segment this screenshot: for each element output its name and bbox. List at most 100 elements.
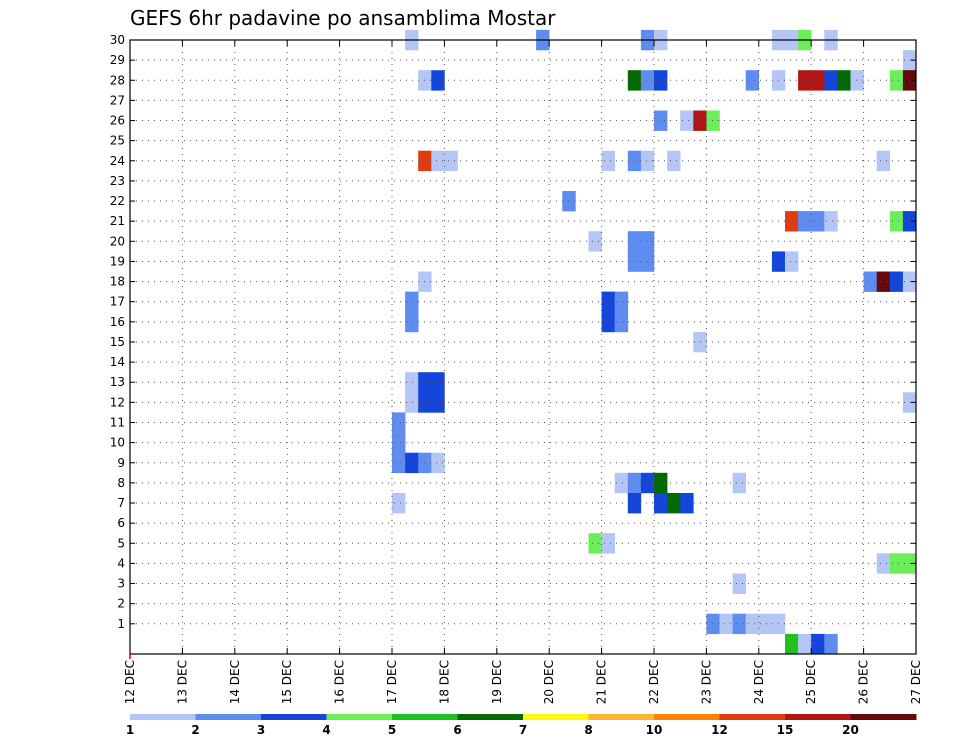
heatmap-cell xyxy=(850,70,864,91)
heatmap-cell xyxy=(405,291,419,312)
x-tick-label: 13 DEC xyxy=(175,660,189,704)
colorbar-label: 5 xyxy=(388,723,396,737)
colorbar: 1 2 3 4 5 6 7 8 10 12 15 20 xyxy=(126,714,917,737)
colorbar-label: 7 xyxy=(519,723,527,737)
heatmap-cell xyxy=(811,211,825,232)
y-tick-label: 14 xyxy=(110,355,125,369)
heatmap-cell xyxy=(732,613,746,635)
chart-title: GEFS 6hr padavine po ansamblima Mostar xyxy=(130,6,556,30)
heatmap-cell xyxy=(431,372,445,393)
heatmap-cell xyxy=(654,472,668,494)
x-tick-label: 25 DEC xyxy=(804,660,818,704)
heatmap-cell xyxy=(785,633,799,655)
colorbar-label: 1 xyxy=(126,723,134,737)
cells-layer xyxy=(392,29,917,655)
heatmap-cell xyxy=(902,553,917,574)
heatmap-cell xyxy=(640,231,655,252)
colorbar-label: 15 xyxy=(777,723,794,737)
y-tick-label: 5 xyxy=(117,536,125,550)
heatmap-cell xyxy=(706,613,720,635)
y-tick-label: 16 xyxy=(110,315,125,329)
heatmap-cell xyxy=(889,211,904,232)
heatmap-cell xyxy=(889,553,904,574)
colorbar-swatch xyxy=(785,714,851,720)
heatmap-cell xyxy=(614,472,629,494)
heatmap-cell xyxy=(876,150,891,172)
heatmap-cell xyxy=(863,271,877,292)
y-tick-label: 27 xyxy=(110,93,125,107)
y-tick-label: 20 xyxy=(110,234,125,248)
y-tick-label: 24 xyxy=(110,154,125,168)
plot-frame xyxy=(129,39,917,655)
y-tick-label: 3 xyxy=(117,577,125,591)
heatmap-cell xyxy=(732,573,746,594)
y-tick-label: 2 xyxy=(117,597,125,611)
y-tick-label: 17 xyxy=(110,295,125,309)
heatmap-cell xyxy=(614,291,629,312)
y-tick-label: 7 xyxy=(117,496,125,510)
x-axis: 12 DEC 13 DEC 14 DEC 15 DEC 16 DEC 17 DEC 18 D… xyxy=(123,40,923,704)
heatmap-cell xyxy=(876,553,891,574)
heatmap-cell xyxy=(785,251,799,272)
heatmap-cell xyxy=(431,392,445,413)
heatmap-cell xyxy=(431,150,445,172)
colorbar-swatch xyxy=(719,714,786,720)
heatmap-cell xyxy=(785,211,799,232)
heatmap-cell xyxy=(902,50,917,71)
colorbar-swatch xyxy=(457,714,524,720)
heatmap-cell xyxy=(667,493,681,514)
heatmap-cell xyxy=(588,533,602,554)
heatmap-cell xyxy=(601,311,615,333)
heatmap-cell xyxy=(640,251,655,272)
x-tick-label: 26 DEC xyxy=(857,660,871,704)
heatmap-cell xyxy=(640,472,655,494)
y-tick-label: 21 xyxy=(110,214,125,228)
colorbar-swatch xyxy=(195,714,262,720)
x-tick-label: 14 DEC xyxy=(228,660,242,704)
colorbar-swatch xyxy=(523,714,589,720)
y-tick-label: 23 xyxy=(110,174,125,188)
y-tick-label: 25 xyxy=(110,134,125,148)
colorbar-label: 3 xyxy=(257,723,265,737)
heatmap-cell xyxy=(601,533,615,554)
grid-layer xyxy=(129,39,917,654)
y-axis: 1234567891011121314151617181920212223242… xyxy=(110,33,916,631)
x-tick-label: 18 DEC xyxy=(437,660,451,704)
heatmap-cell xyxy=(601,291,615,312)
y-tick-label: 15 xyxy=(110,335,125,349)
colorbar-label: 20 xyxy=(842,723,859,737)
heatmap-cell xyxy=(654,70,668,91)
heatmap-cell xyxy=(824,211,838,232)
y-tick-label: 29 xyxy=(110,53,125,67)
x-tick-label: 19 DEC xyxy=(490,660,504,704)
colorbar-swatch xyxy=(588,714,655,720)
y-tick-label: 18 xyxy=(110,275,125,289)
x-tick-label: 16 DEC xyxy=(333,660,347,704)
colorbar-swatch xyxy=(392,714,458,720)
y-tick-label: 9 xyxy=(117,456,125,470)
heatmap-cell xyxy=(431,452,445,474)
y-tick-label: 11 xyxy=(110,415,125,429)
heatmap-cell xyxy=(811,70,825,91)
y-tick-label: 4 xyxy=(117,556,125,570)
heatmap-cell xyxy=(902,392,917,413)
colorbar-swatch xyxy=(654,714,720,720)
heatmap-cell xyxy=(902,70,917,91)
x-tick-label: 22 DEC xyxy=(647,660,661,704)
y-tick-label: 8 xyxy=(117,476,125,490)
x-tick-label: 24 DEC xyxy=(752,660,766,704)
x-tick-label: 12 DEC xyxy=(123,660,137,704)
x-tick-label: 20 DEC xyxy=(542,660,556,704)
x-tick-label: 15 DEC xyxy=(280,660,294,704)
x-tick-label: 21 DEC xyxy=(595,660,609,704)
colorbar-label: 6 xyxy=(453,723,461,737)
heatmap-cell xyxy=(392,452,406,474)
heatmap-cell xyxy=(654,110,668,131)
x-tick-label: 17 DEC xyxy=(385,660,399,704)
x-tick-label: 23 DEC xyxy=(699,660,713,704)
heatmap-cell xyxy=(732,472,746,494)
colorbar-swatch xyxy=(326,714,393,720)
heatmap-cell xyxy=(876,271,891,292)
heatmap-cell xyxy=(392,493,406,514)
